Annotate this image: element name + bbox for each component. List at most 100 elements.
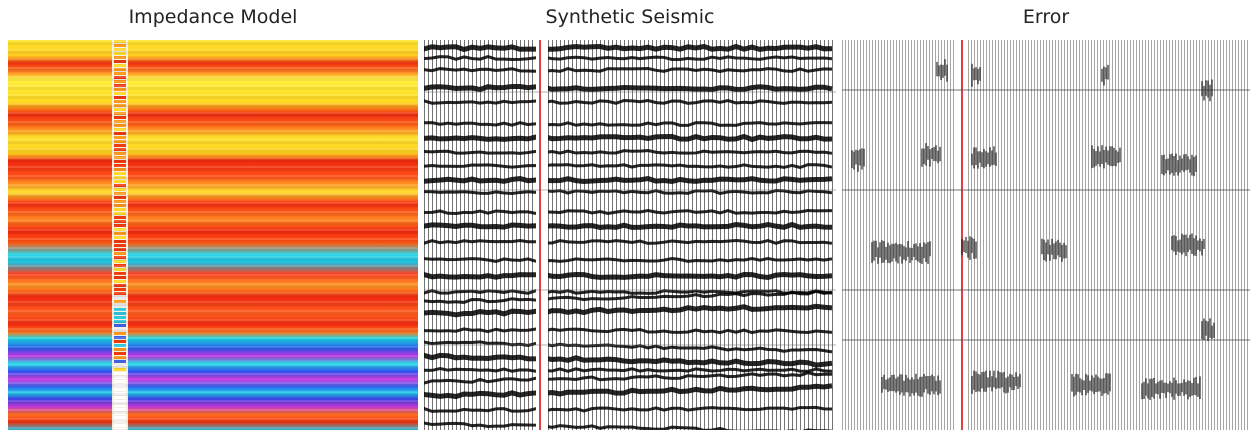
well-log-cell	[114, 244, 126, 247]
well-log-cell	[114, 148, 126, 151]
well-log-cell	[114, 332, 126, 335]
well-log-cell	[114, 216, 126, 219]
well-log-cell	[114, 152, 126, 155]
impedance-image	[8, 40, 418, 430]
well-log-cell	[114, 308, 126, 311]
well-log-cell	[114, 412, 126, 415]
well-log-cell	[114, 100, 126, 103]
well-log-cell	[114, 292, 126, 295]
well-log-cell	[114, 124, 126, 127]
reflector	[424, 405, 833, 413]
well-log-cell	[114, 264, 126, 267]
reflector	[424, 188, 833, 195]
well-log-cell	[114, 68, 126, 71]
well-log-cell	[114, 376, 126, 379]
well-log-cell	[114, 140, 126, 143]
well-log-cell	[114, 360, 126, 363]
error-overlay	[842, 40, 1250, 430]
well-log-cell	[114, 328, 126, 331]
well-log-cell	[114, 352, 126, 355]
well-log-cell	[114, 260, 126, 263]
well-log-cell	[114, 88, 126, 91]
reflector	[424, 340, 833, 354]
reflector	[424, 208, 833, 216]
well-log-cell	[114, 368, 126, 371]
reflector	[424, 43, 833, 53]
well-log-cell	[114, 288, 126, 291]
well-log-cell	[114, 92, 126, 95]
well-log-cell	[114, 424, 126, 427]
reflector	[424, 98, 833, 105]
well-log-cell	[114, 164, 126, 167]
well-log-cell	[114, 80, 126, 83]
well-log-cell	[114, 232, 126, 235]
well-log-cell	[114, 240, 126, 243]
well-log-cell	[114, 52, 126, 55]
well-log-cell	[114, 48, 126, 51]
well-log-cell	[114, 108, 126, 111]
well-log-cell	[114, 184, 126, 187]
well-log-cell	[114, 208, 126, 211]
well-log-cell	[114, 176, 126, 179]
well-log-cell	[114, 144, 126, 147]
well-log-cell	[114, 280, 126, 283]
reflector	[424, 288, 833, 295]
panel-title: Synthetic Seismic	[545, 6, 715, 28]
well-log-cell	[114, 236, 126, 239]
panel-title: Impedance Model	[128, 6, 298, 28]
well-log-cell	[114, 420, 126, 423]
well-log-cell	[114, 320, 126, 323]
reflector	[424, 121, 833, 127]
error-image	[842, 40, 1250, 430]
well-gap	[536, 40, 548, 430]
well-log-cell	[114, 44, 126, 47]
reflector	[424, 327, 833, 335]
well-log	[112, 40, 128, 430]
well-log-cell	[114, 396, 126, 399]
reflector	[424, 239, 833, 245]
reflector	[424, 352, 833, 368]
well-log-cell	[114, 228, 126, 231]
impedance-overlay	[112, 40, 128, 430]
well-log-cell	[114, 384, 126, 387]
reflector	[424, 421, 833, 430]
well-log-cell	[114, 380, 126, 383]
well-log-cell	[114, 316, 126, 319]
well-log-cell	[114, 340, 126, 343]
well-log-cell	[114, 364, 126, 367]
well-log-cell	[114, 204, 126, 207]
well-log-cell	[114, 200, 126, 203]
well-log-cell	[114, 156, 126, 159]
well-log-cell	[114, 248, 126, 251]
well-log-cell	[114, 372, 126, 375]
reflector	[424, 133, 833, 143]
well-log-cell	[114, 276, 126, 279]
reflector	[424, 176, 833, 184]
well-log-cell	[114, 168, 126, 171]
well-log-cell	[114, 188, 126, 191]
well-log-cell	[114, 256, 126, 259]
seismic-overlay	[424, 40, 836, 430]
well-log-cell	[114, 392, 126, 395]
well-log-cell	[114, 348, 126, 351]
well-log-cell	[114, 416, 126, 419]
well-log-cell	[114, 72, 126, 75]
well-log-cell	[114, 76, 126, 79]
well-log-cell	[114, 408, 126, 411]
well-log-cell	[114, 136, 126, 139]
well-log-cell	[114, 324, 126, 327]
reflector	[424, 383, 833, 400]
well-log-cell	[114, 252, 126, 255]
well-log-cell	[114, 64, 126, 67]
well-log-cell	[114, 304, 126, 307]
well-log-cell	[114, 336, 126, 339]
well-log-cell	[114, 160, 126, 163]
well-log-cell	[114, 128, 126, 131]
well-log-cell	[114, 400, 126, 403]
reflector	[424, 163, 833, 170]
well-log-cell	[114, 180, 126, 183]
well-log-cell	[114, 388, 126, 391]
well-log-cell	[114, 356, 126, 359]
reflector	[424, 371, 833, 385]
